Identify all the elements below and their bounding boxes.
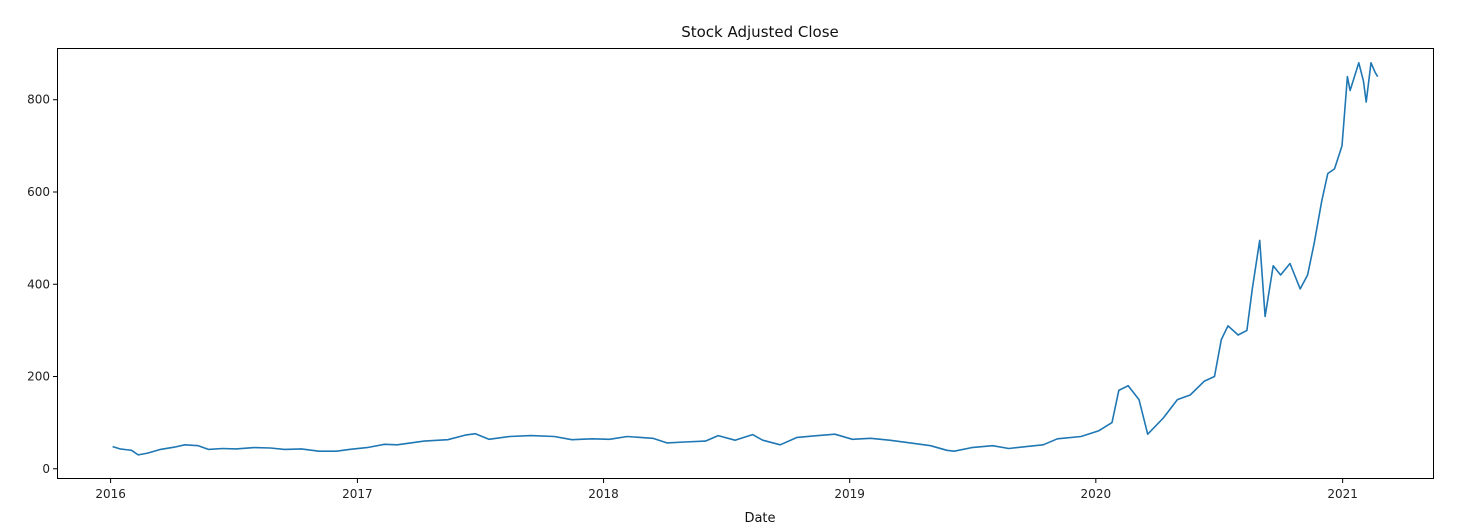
- chart-title: Stock Adjusted Close: [681, 23, 839, 41]
- x-tick-label: 2020: [1081, 487, 1112, 501]
- y-axis: 0 200 400 600 800: [27, 93, 58, 476]
- series-layer: [112, 62, 1379, 456]
- y-tick-label: 0: [42, 462, 50, 476]
- x-tick-label: 2018: [588, 487, 619, 501]
- y-tick-label: 400: [27, 277, 50, 291]
- plot-frame: [57, 48, 1434, 479]
- x-tick-label: 2019: [834, 487, 865, 501]
- x-axis: 2016 2017 2018 2019 2020 2021: [95, 478, 1358, 501]
- x-tick-label: 2016: [95, 487, 126, 501]
- x-tick-label: 2021: [1327, 487, 1358, 501]
- y-tick-label: 200: [27, 370, 50, 384]
- series-line: [112, 62, 1379, 456]
- x-axis-label: Date: [744, 511, 775, 526]
- x-tick-label: 2017: [342, 487, 373, 501]
- y-tick-label: 600: [27, 185, 50, 199]
- y-tick-label: 800: [27, 93, 50, 107]
